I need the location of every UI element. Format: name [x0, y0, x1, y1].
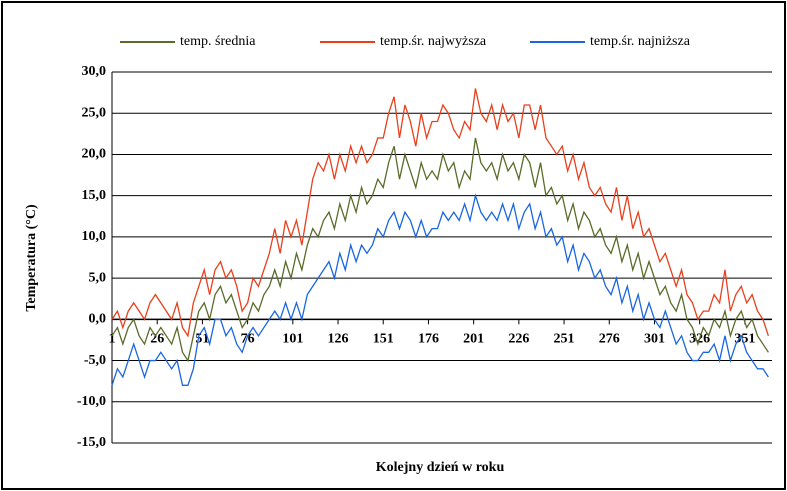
y-tick-label: -15,0 [77, 435, 106, 450]
x-tick-label: 301 [644, 332, 665, 347]
x-tick-label: 126 [328, 332, 349, 347]
x-tick-label: 201 [463, 332, 484, 347]
y-tick-label: 0,0 [89, 312, 107, 327]
x-tick-label: 351 [734, 332, 755, 347]
x-tick-label: 76 [241, 332, 255, 347]
x-tick-label: 251 [554, 332, 575, 347]
x-tick-label: 176 [418, 332, 439, 347]
y-tick-label: 30,0 [82, 64, 107, 79]
series-line [111, 88, 770, 338]
y-tick-label: -10,0 [77, 394, 106, 409]
x-tick-label: 276 [599, 332, 620, 347]
y-tick-label: 25,0 [82, 105, 107, 120]
x-tick-label: 101 [282, 332, 303, 347]
y-tick-label: 5,0 [89, 270, 107, 285]
legend-label: temp.śr. najwyższa [380, 34, 487, 49]
x-tick-label: 151 [373, 332, 394, 347]
x-tick-label: 26 [150, 332, 164, 347]
legend-label: temp.śr. najniższa [590, 34, 691, 49]
x-tick-label: 226 [508, 332, 529, 347]
y-tick-label: 15,0 [82, 188, 107, 203]
legend-label: temp. średnia [180, 34, 256, 49]
x-axis-label: Kolejny dzień w roku [376, 460, 505, 475]
y-tick-label: 20,0 [82, 147, 107, 162]
series-line [111, 193, 769, 386]
y-tick-label: 10,0 [82, 229, 107, 244]
y-tick-label: -5,0 [84, 353, 106, 368]
series-line [111, 137, 769, 363]
x-tick-label: 1 [109, 332, 116, 347]
y-axis-label: Temperatura (°C) [24, 204, 39, 312]
